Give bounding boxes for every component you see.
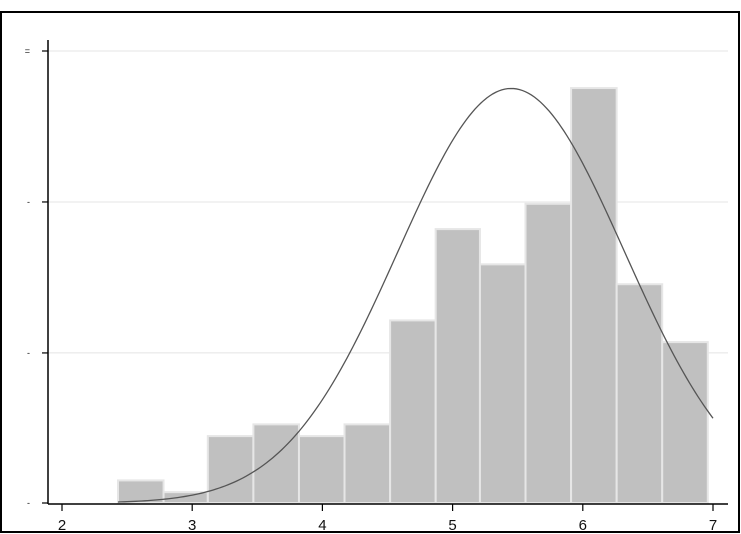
- y-tick-label: -: [27, 498, 30, 508]
- y-tick-label: -: [27, 348, 30, 358]
- chart-frame: [0, 11, 740, 533]
- histogram-bar: [524, 202, 573, 504]
- normal-density-curve: [117, 87, 714, 503]
- histogram-bar: [434, 228, 481, 504]
- x-tick-label: 5: [448, 517, 456, 534]
- histogram-bars: [116, 87, 709, 505]
- x-tick-label: 4: [318, 517, 326, 534]
- y-tick-label: -: [27, 197, 30, 207]
- x-tick-label: 7: [709, 517, 717, 534]
- histogram-bar: [615, 283, 664, 504]
- histogram-bar: [478, 263, 527, 504]
- x-axis-ticks: 2 3 4 5 6 7: [58, 504, 717, 534]
- x-tick-label: 6: [579, 517, 587, 534]
- x-tick-label: 3: [188, 517, 196, 534]
- histogram-bar: [343, 423, 392, 504]
- y-tick-label: =: [25, 46, 30, 56]
- histogram-bar: [661, 341, 709, 505]
- histogram-bar: [297, 435, 346, 505]
- histogram-bar: [570, 87, 618, 505]
- histogram-bar: [389, 319, 437, 504]
- histogram-bar: [206, 435, 255, 505]
- x-tick-label: 2: [58, 517, 66, 534]
- y-axis-ticks: - - - =: [25, 46, 48, 508]
- histogram-bar: [252, 423, 300, 504]
